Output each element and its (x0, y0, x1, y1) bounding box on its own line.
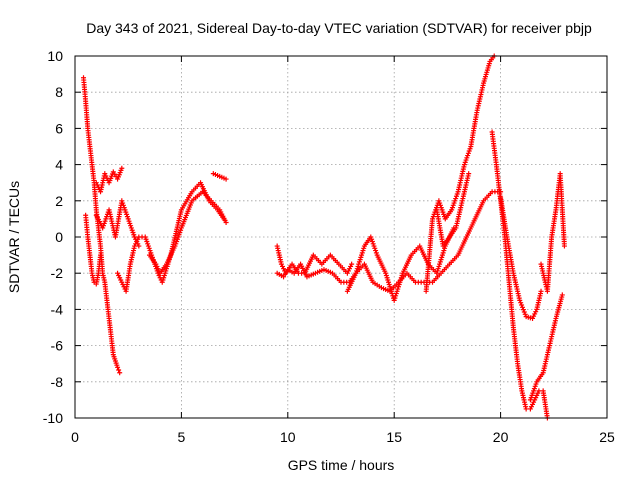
data-point (116, 367, 122, 373)
y-tick-label: -8 (51, 374, 64, 390)
tick-labels: 0 5 10 15 20 25 -10 -8 -6 -4 -2 0 2 4 6 8 10 (43, 48, 615, 445)
series-track-6 (146, 189, 229, 276)
y-tick-label: -10 (43, 410, 63, 426)
series-track-14 (498, 194, 544, 321)
x-tick-label: 0 (71, 429, 79, 445)
y-tick-label: 2 (55, 193, 63, 209)
data-point (559, 292, 565, 298)
data-point (518, 300, 524, 306)
series-track-2 (83, 212, 104, 287)
data-point (466, 171, 472, 177)
y-tick-label: -4 (51, 301, 64, 317)
y-tick-label: 8 (55, 84, 63, 100)
y-tick-label: -2 (51, 265, 64, 281)
y-tick-label: 4 (55, 157, 63, 173)
series-track-10 (344, 225, 457, 303)
data-point (117, 370, 123, 376)
data-point (136, 243, 142, 249)
y-tick-label: 0 (55, 229, 63, 245)
x-tick-label: 5 (178, 429, 186, 445)
y-axis-label: SDTVAR / TECUs (6, 181, 22, 293)
y-tick-label: 6 (55, 120, 63, 136)
data-point (517, 297, 523, 303)
series-track-7 (210, 171, 229, 182)
series-track-15 (527, 292, 565, 403)
data-point (521, 309, 527, 315)
data-point (523, 406, 529, 412)
data-point (223, 220, 229, 226)
series-track-3 (93, 165, 125, 195)
series-track-16 (538, 171, 567, 294)
x-axis-label: GPS time / hours (288, 457, 395, 473)
chart-title: Day 343 of 2021, Sidereal Day-to-day VTE… (86, 20, 592, 36)
series-track-8 (274, 243, 355, 276)
data-point (522, 311, 528, 317)
x-tick-label: 20 (493, 429, 509, 445)
plot-frame (74, 55, 608, 419)
y-tick-label: -6 (51, 338, 64, 354)
series-track-12 (434, 171, 472, 249)
data-point (349, 261, 355, 267)
data-point (561, 243, 567, 249)
data-point (223, 176, 229, 182)
x-tick-label: 10 (280, 429, 296, 445)
data-point (519, 302, 525, 308)
x-tick-label: 15 (386, 429, 402, 445)
data-point (538, 288, 544, 294)
marks (81, 53, 567, 421)
data-point (520, 307, 526, 313)
x-tick-label: 25 (599, 429, 615, 445)
y-tick-label: 10 (47, 48, 63, 64)
data-point (519, 304, 525, 310)
series-track-11 (423, 53, 497, 294)
data-point (115, 364, 121, 370)
data-point (98, 252, 104, 258)
data-point (536, 388, 542, 394)
data-point (119, 165, 125, 171)
